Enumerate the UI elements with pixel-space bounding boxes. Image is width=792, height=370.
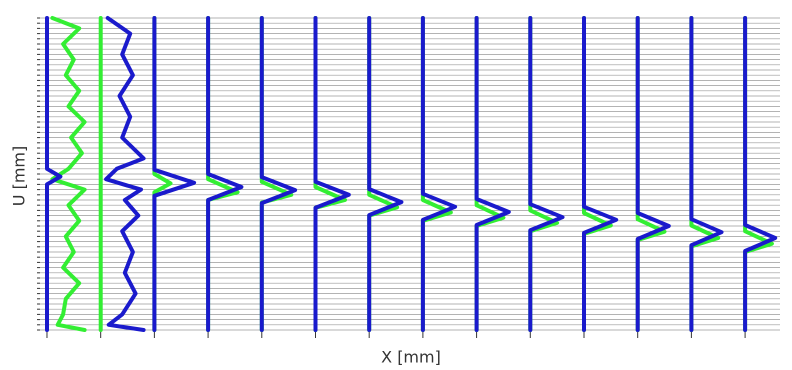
profile-line xyxy=(104,16,146,332)
profile-line xyxy=(528,16,565,332)
profile-line xyxy=(45,16,63,332)
profile-line xyxy=(313,16,351,332)
profile-line xyxy=(743,16,778,332)
y-axis-label: U [mm] xyxy=(10,146,29,206)
x-axis-label: X [mm] xyxy=(381,348,441,367)
profile-line xyxy=(474,16,511,332)
profile-line xyxy=(206,16,244,332)
profile-line xyxy=(689,16,724,332)
profile-line xyxy=(635,16,671,332)
profile-line xyxy=(367,16,404,332)
profile-line xyxy=(582,16,619,332)
profile-line xyxy=(420,16,458,332)
profile-line xyxy=(259,16,298,332)
profile-line xyxy=(152,16,197,332)
